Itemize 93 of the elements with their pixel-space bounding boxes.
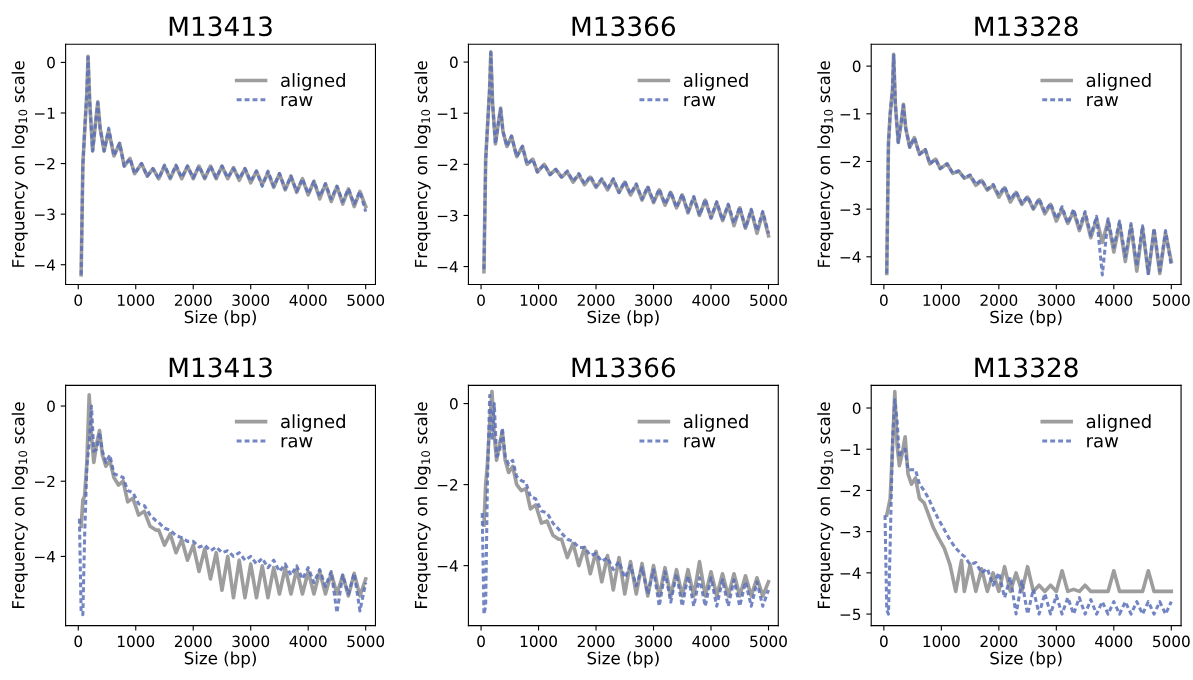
chart-title: M13328 [975, 357, 1078, 378]
x-tick-label: 0 [74, 635, 83, 648]
y-axis-title: Frequency on log$_{10}$ scale [817, 402, 834, 608]
x-tick-label: 4000 [1095, 294, 1133, 306]
y-tick-label: −2 [34, 475, 55, 488]
legend-label: raw [684, 437, 716, 448]
y-tick-label: −4 [34, 551, 56, 563]
x-axis-title: Size (bp) [184, 651, 256, 668]
chart-title: M13366 [572, 357, 676, 378]
x-tick-label: 4000 [692, 294, 730, 306]
x-axis-title: Size (bp) [587, 651, 659, 668]
x-tick-label: 4000 [289, 294, 327, 306]
y-tick-label: −1 [840, 108, 861, 120]
x-tick-label: 3000 [1038, 635, 1075, 648]
y-axis-title: Frequency on log$_{10}$ scale [414, 402, 431, 608]
x-tick-label: 1000 [923, 635, 960, 648]
x-tick-label: 0 [477, 635, 485, 648]
y-tick-label: −4 [437, 560, 458, 572]
x-tick-label: 0 [74, 294, 83, 306]
y-tick-label: −3 [840, 526, 861, 538]
x-tick-label: 3000 [635, 294, 672, 306]
legend-label: aligned [281, 414, 345, 432]
y-tick-label: −1 [437, 107, 458, 120]
y-tick-label: 0 [47, 400, 55, 413]
y-tick-label: −4 [840, 567, 861, 579]
y-tick-label: 0 [852, 60, 861, 73]
x-tick-label: 0 [880, 294, 888, 306]
chart-title: M13413 [169, 357, 272, 378]
y-tick-label: −2 [840, 155, 860, 168]
x-tick-label: 4000 [289, 635, 327, 648]
x-tick-label: 5000 [750, 635, 787, 648]
x-tick-label: 3000 [1038, 294, 1075, 306]
x-tick-label: 5000 [347, 635, 385, 648]
x-axis-title: Size (bp) [184, 310, 256, 327]
x-tick-label: 5000 [1153, 635, 1190, 648]
y-tick-label: 0 [449, 56, 458, 69]
legend-label: raw [684, 95, 716, 107]
y-axis-title: Frequency on log$_{10}$ scale [414, 61, 431, 267]
y-tick-label: −4 [34, 259, 56, 271]
x-tick-label: 2000 [577, 294, 615, 306]
legend-label: aligned [281, 73, 345, 91]
y-tick-label: −3 [34, 208, 55, 221]
chart-title: M13328 [975, 16, 1078, 37]
x-tick-label: 3000 [232, 294, 270, 306]
x-tick-label: 0 [477, 294, 485, 306]
legend-label: raw [281, 437, 313, 448]
chart-title: M13366 [572, 16, 676, 37]
y-tick-label: 0 [449, 398, 458, 410]
x-tick-label: 1000 [923, 294, 960, 306]
y-tick-label: −2 [437, 479, 458, 491]
legend-label: aligned [1086, 414, 1151, 432]
legend-label: aligned [1086, 73, 1151, 91]
x-axis-title: Size (bp) [990, 651, 1062, 668]
y-tick-label: −3 [437, 209, 458, 222]
x-tick-label: 2000 [577, 635, 615, 648]
x-tick-label: 1000 [520, 635, 557, 648]
y-tick-label: −4 [840, 251, 861, 263]
x-tick-label: 4000 [692, 635, 730, 648]
y-tick-label: 0 [47, 56, 55, 69]
x-tick-label: 4000 [1095, 635, 1133, 648]
y-tick-label: −1 [34, 107, 55, 119]
x-tick-label: 2000 [174, 635, 212, 648]
y-axis-title: Frequency on log$_{10}$ scale [11, 402, 28, 608]
y-tick-label: −4 [437, 261, 458, 273]
legend-label: raw [1087, 437, 1119, 448]
x-tick-label: 1000 [117, 635, 155, 648]
x-tick-label: 2000 [980, 635, 1018, 648]
x-tick-label: 3000 [232, 635, 270, 648]
y-tick-label: −5 [840, 608, 861, 621]
legend-label: raw [1087, 95, 1119, 107]
x-axis-title: Size (bp) [990, 310, 1062, 327]
y-axis-title: Frequency on log$_{10}$ scale [817, 61, 834, 267]
x-axis-title: Size (bp) [587, 310, 659, 327]
y-tick-label: −2 [34, 158, 55, 170]
x-tick-label: 2000 [980, 294, 1018, 306]
y-tick-label: −1 [840, 443, 861, 456]
legend-label: aligned [683, 73, 748, 91]
y-axis-title: Frequency on log$_{10}$ scale [11, 61, 28, 267]
x-tick-label: 5000 [347, 294, 385, 306]
y-tick-label: −3 [840, 203, 861, 216]
x-tick-label: 1000 [117, 294, 155, 306]
chart-title: M13413 [169, 16, 272, 37]
y-tick-label: −2 [437, 158, 458, 171]
x-tick-label: 2000 [174, 294, 212, 306]
y-tick-label: −2 [840, 484, 860, 497]
x-tick-label: 3000 [635, 635, 672, 648]
legend-label: aligned [683, 414, 748, 432]
x-tick-label: 1000 [520, 294, 557, 306]
x-tick-label: 0 [880, 635, 888, 648]
x-tick-label: 5000 [750, 294, 787, 306]
x-tick-label: 5000 [1153, 294, 1190, 306]
y-tick-label: 0 [852, 402, 861, 415]
legend-label: raw [281, 95, 313, 107]
